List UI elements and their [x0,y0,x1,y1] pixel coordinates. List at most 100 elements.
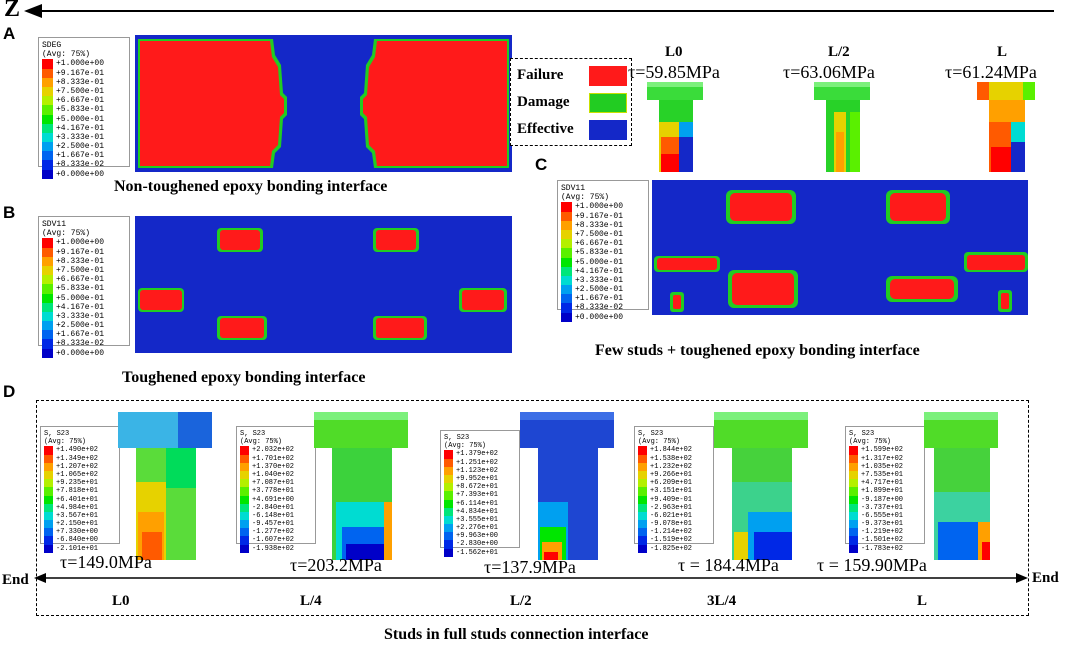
legend-swatch [44,544,53,553]
legend-row: +7.500e-01 [42,86,126,97]
legend-swatch [638,536,647,545]
legend-value: +3.151e+01 [650,487,693,496]
z-axis: Z [0,0,1065,22]
legend-swatch [42,302,53,312]
legend-value: +2.500e-01 [575,285,624,295]
key-effective: Effective [517,120,627,140]
legend-row: +3.333e-01 [42,311,126,322]
legend-swatch [42,284,53,294]
legend-value: +7.535e+01 [861,470,904,479]
legend-swatch [638,544,647,553]
legend-swatch [42,86,53,97]
d-pos-3: 3L/4 [707,593,737,609]
legend-subtitle: (Avg: 75%) [444,442,487,451]
legend-value: +6.114e+01 [456,499,499,508]
legend-value: +8.333e-02 [56,339,105,349]
legend-swatch [42,114,53,124]
legend-swatch [849,487,858,496]
d-stud-0-legend: S, S23 (Avg: 75%) +1.490e+02 +1.349e+02 +1… [40,426,120,553]
legend-row: +4.717e+01 [849,479,921,488]
legend-key-box: Failure Damage Effective [510,58,632,146]
legend-swatch [849,470,858,480]
d-pos-0: L0 [112,593,130,609]
legend-row: +1.000e+00 [561,202,645,212]
legend-value: -2.840e+01 [252,503,295,512]
d-stud-3-legend: S, S23 (Avg: 75%) +1.844e+02 +1.538e+02 +1… [634,426,714,553]
legend-subtitle: (Avg: 75%) [561,193,610,203]
legend-swatch [42,339,53,349]
legend-value: +1.251e+02 [456,458,499,467]
end-right-label: End [1032,570,1059,586]
legend-value: +1.000e+00 [56,238,105,248]
legend-value: +8.333e-02 [56,160,105,170]
legend-row: -1.783e+02 [849,544,921,553]
legend-value: +5.000e-01 [575,257,624,267]
legend-value: +6.401e+01 [56,495,99,504]
legend-value: +9.952e+01 [456,474,499,483]
d-stud-2-legend: S, S23 (Avg: 75%) +1.379e+02 +1.251e+02 +1… [440,430,520,557]
legend-swatch [240,495,249,504]
legend-value: +2.500e-01 [56,321,105,331]
legend-value: +1.599e+02 [861,446,904,455]
legend-row: +1.251e+02 [444,458,516,467]
legend-value: -9.373e+01 [861,520,904,529]
legend-swatch [42,169,53,179]
legend-value: +1.899e+01 [861,487,904,496]
legend-row: +3.151e+01 [638,487,710,496]
legend-swatch [240,511,249,521]
legend-row: +6.667e-01 [561,239,645,249]
legend-value: +1.490e+02 [56,446,99,455]
legend-title: SDV11 [42,220,67,229]
legend-value: +9.235e+01 [56,479,99,488]
legend-value: +4.834e+01 [456,507,499,516]
legend-value: +5.833e-01 [575,248,624,258]
legend-value: -1.783e+02 [861,544,904,553]
legend-swatch [42,321,53,331]
legend-value: +0.000e+00 [56,169,105,179]
legend-swatch [44,520,53,529]
legend-row: +1.207e+02 [44,462,116,471]
d-stud-1-legend: S, S23 (Avg: 75%) +2.032e+02 +1.701e+02 +1… [236,426,316,553]
legend-row: +1.701e+02 [240,454,312,463]
legend-value: +1.667e-01 [575,294,624,304]
legend-swatch [561,275,572,286]
legend-value: +2.150e+01 [56,520,99,529]
legend-row: -9.187e+00 [849,495,921,504]
panel-a-caption: Non-toughened epoxy bonding interface [114,178,388,195]
legend-value: -9.187e+00 [861,495,904,504]
legend-swatch [44,503,53,512]
legend-swatch [240,454,249,463]
legend-rows: +1.379e+02 +1.251e+02 +1.123e+02 +9.952e+01… [444,450,516,557]
legend-swatch [240,462,249,471]
legend-row: +8.672e+01 [444,483,516,492]
legend-swatch [849,511,858,521]
legend-value: +9.963e+00 [456,532,499,541]
legend-row: -1.501e+02 [849,536,921,545]
legend-swatch [42,132,53,143]
legend-swatch [42,77,53,87]
legend-row: +0.000e+00 [561,312,645,322]
legend-value: +0.000e+00 [56,348,105,358]
legend-value: +3.333e-01 [56,132,105,142]
legend-row: +1.035e+02 [849,462,921,471]
legend-value: -2.963e+01 [650,503,693,512]
legend-value: +3.333e-01 [575,275,624,285]
legend-swatch [240,528,249,537]
key-effective-label: Effective [517,121,574,137]
stud-icon [647,82,703,172]
legend-row: +3.555e+01 [444,515,516,525]
legend-row: +7.087e+01 [240,479,312,488]
legend-value: +1.701e+02 [252,454,295,463]
c-stud-0-tau: τ=59.85MPa [628,62,720,82]
legend-swatch [638,503,647,512]
legend-swatch [42,265,53,276]
legend-title: S, S23 [240,430,266,438]
legend-title: S, S23 [444,434,470,442]
legend-rows: +1.000e+00 +9.167e-01 +8.333e-01 +7.500e-01… [561,202,645,322]
legend-row: +1.000e+00 [42,59,126,69]
legend-row: +9.167e-01 [561,211,645,221]
legend-row: +4.167e-01 [42,302,126,312]
legend-swatch [240,479,249,488]
key-damage-swatch [589,93,627,113]
legend-swatch [444,532,453,541]
